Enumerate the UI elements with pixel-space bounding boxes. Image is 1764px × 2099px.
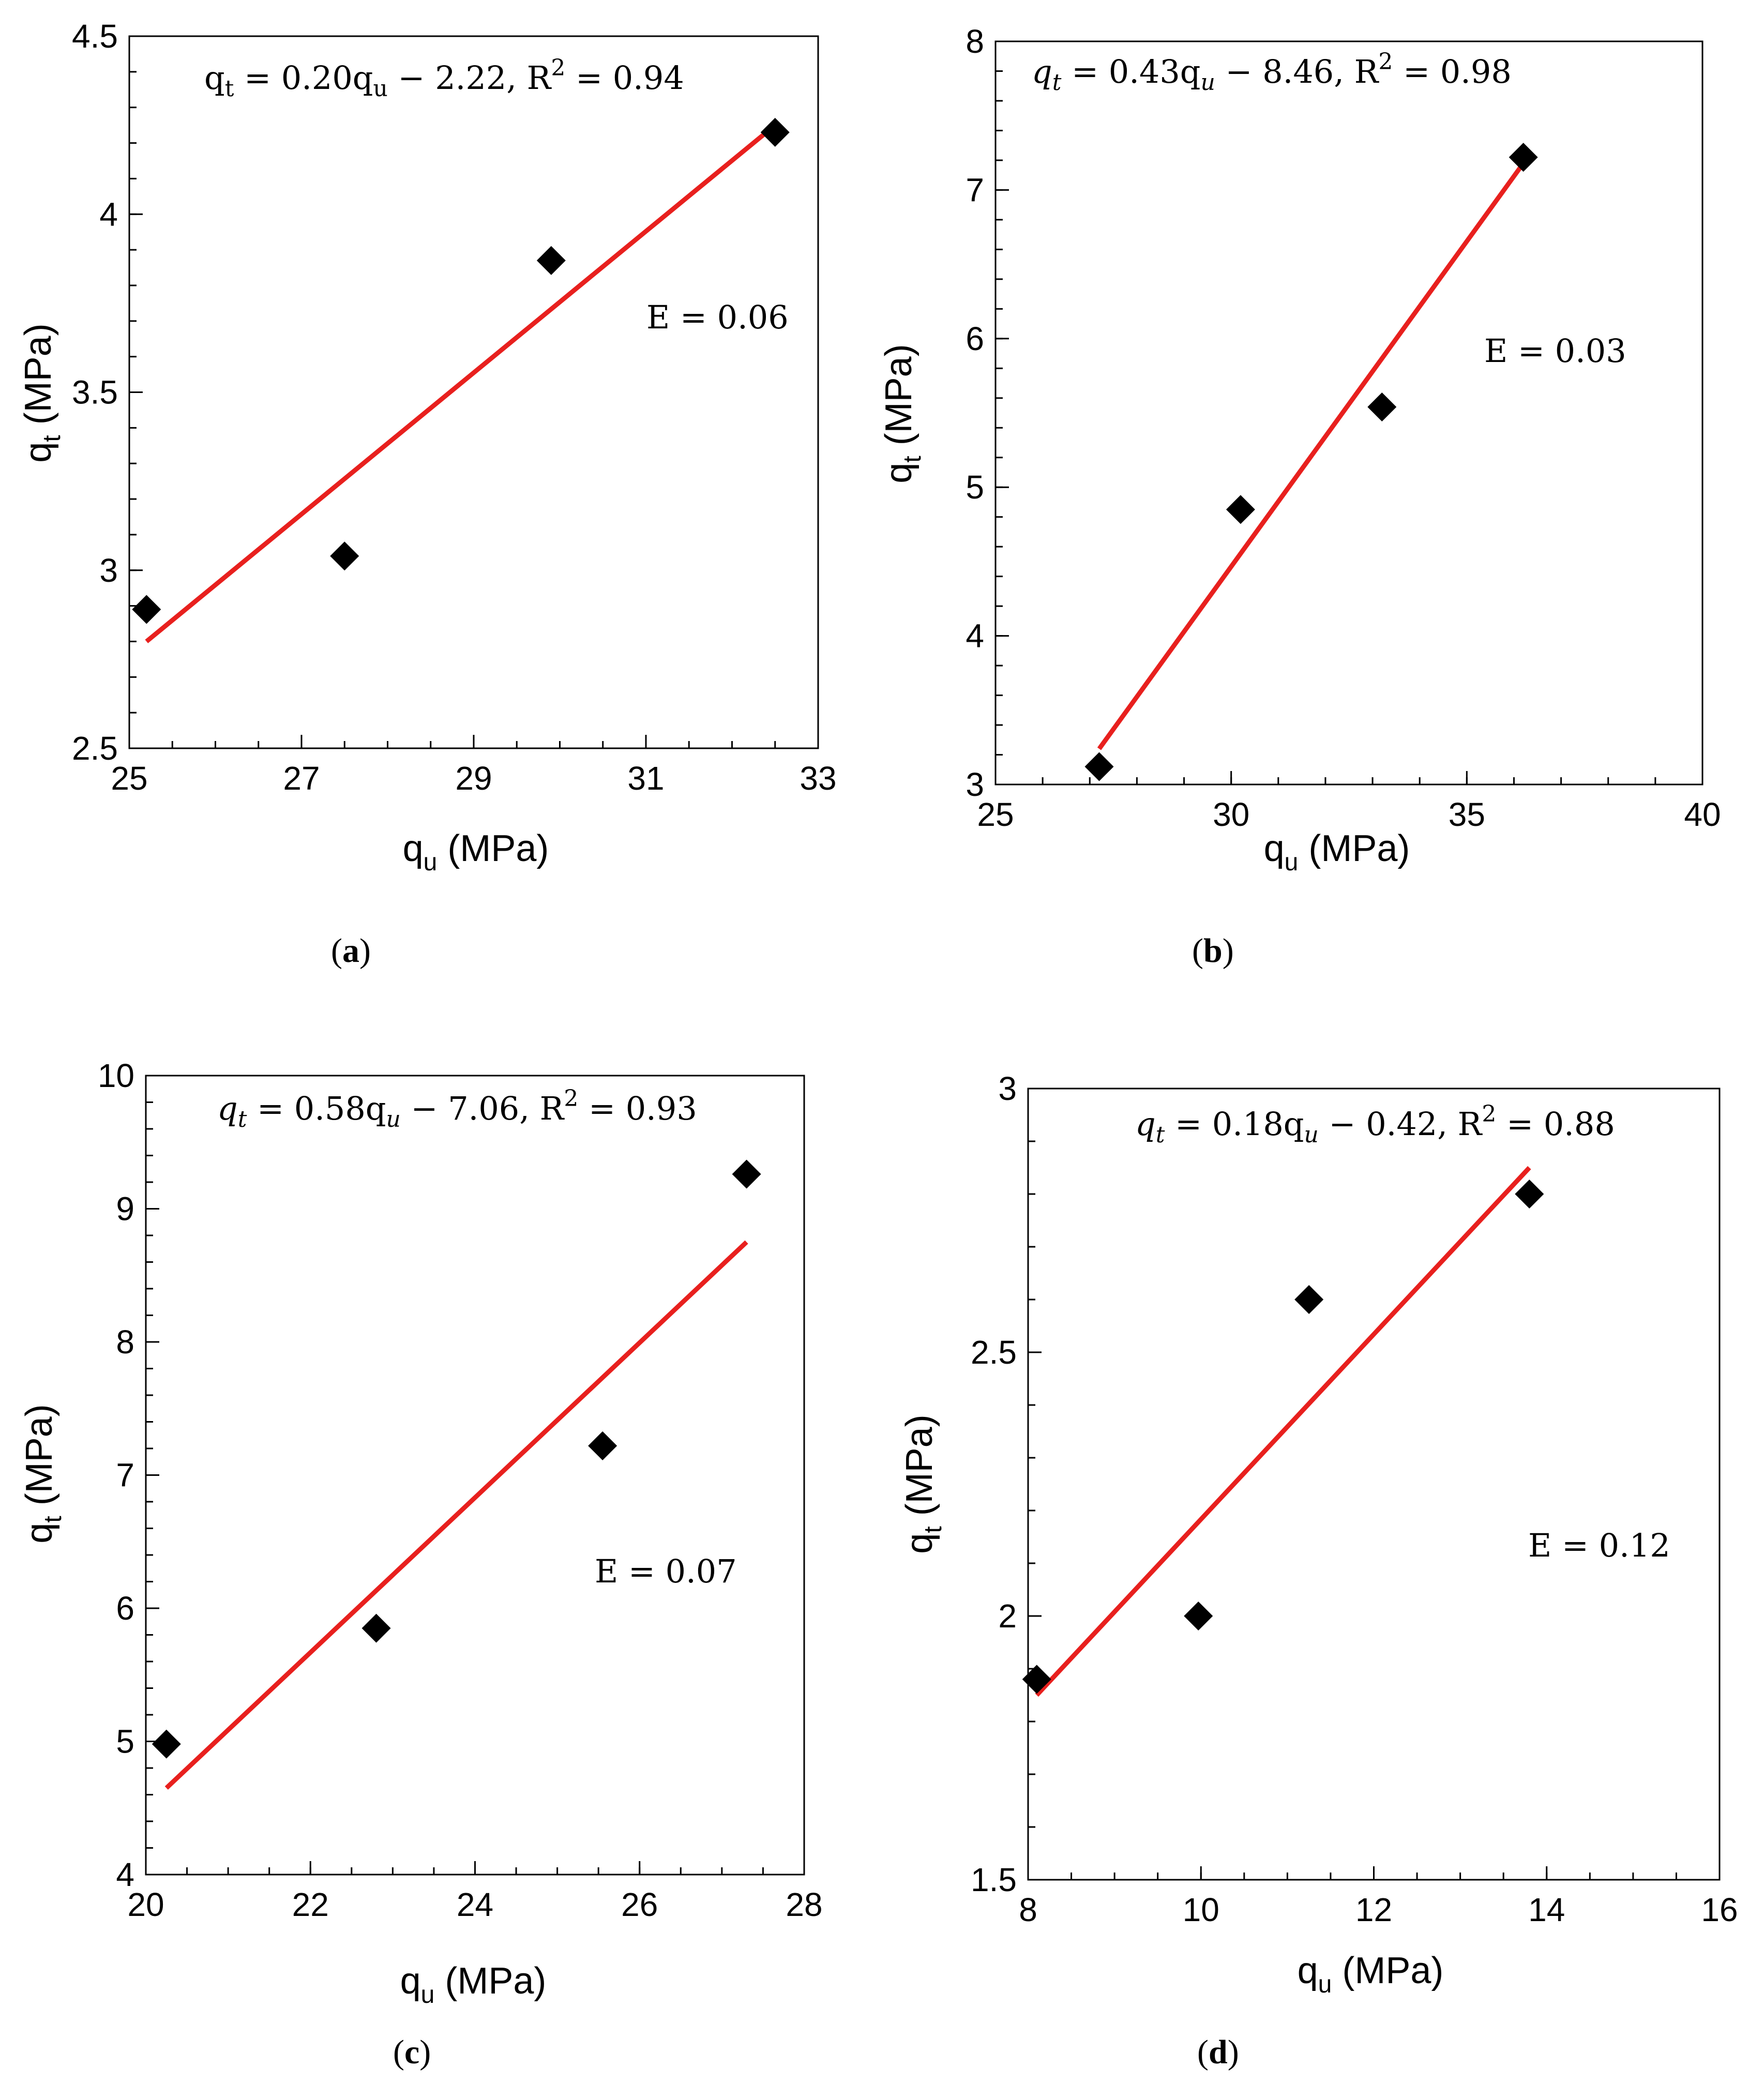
data-point	[1515, 1180, 1544, 1209]
plot-frame	[1027, 1088, 1721, 1881]
x-axis-title: qu (MPa)	[403, 828, 549, 876]
data-point	[361, 1613, 391, 1643]
data-point	[1294, 1285, 1324, 1314]
y-tick-label: 7	[116, 1457, 134, 1494]
x-tick-label: 27	[283, 760, 320, 797]
data-point	[152, 1729, 181, 1759]
chart-panel-a: 25 27 29 31 33 2.5 3 3.5 4 4.5 qu (MPa) qt (MPa) qt …	[18, 18, 837, 970]
data-point	[760, 117, 790, 147]
y-axis-title: qt (MPa)	[899, 1414, 947, 1553]
x-axis-title: qu (MPa)	[1298, 1950, 1444, 1998]
x-tick-label: 12	[1355, 1891, 1392, 1928]
y-tick-label: 5	[966, 469, 984, 506]
x-tick-label: 10	[1183, 1891, 1219, 1928]
y-tick-label: 7	[966, 171, 984, 208]
data-point	[1184, 1602, 1213, 1630]
y-tick-label: 2	[998, 1597, 1017, 1635]
regression-equation: qt = 0.18qu − 0.42, R2 = 0.88	[1135, 1101, 1615, 1148]
y-tick-label: 1.5	[971, 1861, 1017, 1898]
panel-caption: (a)	[331, 932, 371, 970]
data-point	[1509, 143, 1538, 172]
panel-caption: (b)	[1192, 932, 1234, 970]
x-axis-title: qu (MPa)	[1264, 828, 1410, 876]
data-point	[1367, 392, 1397, 422]
x-tick-label: 22	[292, 1886, 329, 1923]
x-axis-title: qu (MPa)	[400, 1960, 547, 2009]
fit-line	[1035, 1166, 1531, 1697]
y-tick-label: 4.5	[72, 18, 118, 55]
data-point	[1022, 1665, 1051, 1694]
y-tick-label: 4	[966, 617, 984, 655]
plot-frame	[145, 1075, 805, 1876]
y-axis-title: qt (MPa)	[878, 344, 926, 483]
x-tick-label: 25	[977, 796, 1014, 833]
y-tick-label: 3.5	[72, 374, 118, 411]
y-tick-label: 2.5	[971, 1334, 1017, 1371]
y-axis-title: qt (MPa)	[19, 1404, 67, 1543]
y-tick-label: 3	[99, 552, 118, 589]
y-tick-label: 4	[116, 1856, 134, 1893]
y-tick-label: 6	[966, 320, 984, 357]
error-annotation: E = 0.12	[1528, 1527, 1670, 1564]
x-tick-label: 14	[1528, 1891, 1565, 1928]
data-point	[536, 246, 566, 275]
fit-line	[164, 1240, 748, 1790]
x-tick-label: 25	[111, 760, 147, 797]
chart-panel-c: 20 22 24 26 28 4 5 6 7 8 9 10 qu (MPa) qt (MPa) qt = 0…	[19, 1057, 823, 2071]
y-tick-label: 8	[966, 23, 984, 60]
chart-panel-b: 25 30 35 40 3 4 5 6 7 8 qu (MPa) qt (MPa) qt = 0.43q…	[878, 23, 1721, 970]
data-point	[132, 595, 161, 624]
chart-panel-d: 8 10 12 14 16 1.5 2 2.5 3 qu (MPa) qt (MPa) qt = 0.…	[899, 1070, 1738, 2071]
y-tick-label: 10	[98, 1057, 134, 1094]
y-tick-label: 4	[99, 195, 118, 233]
x-tick-label: 30	[1213, 796, 1249, 833]
x-tick-label: 29	[455, 760, 492, 797]
y-tick-label: 2.5	[72, 730, 118, 767]
error-annotation: E = 0.06	[646, 298, 789, 336]
panel-caption: (c)	[393, 2033, 431, 2071]
x-tick-label: 31	[627, 760, 664, 797]
error-annotation: E = 0.03	[1484, 332, 1626, 370]
x-tick-label: 35	[1449, 796, 1485, 833]
x-tick-label: 33	[800, 760, 836, 797]
y-tick-label: 6	[116, 1590, 134, 1627]
y-axis-title: qt (MPa)	[18, 323, 66, 462]
x-tick-label: 40	[1684, 796, 1721, 833]
regression-equation: qt = 0.43qu − 8.46, R2 = 0.98	[1032, 49, 1512, 96]
x-tick-label: 20	[127, 1886, 164, 1923]
y-tick-label: 8	[116, 1323, 134, 1361]
regression-equation: qt = 0.20qu − 2.22, R2 = 0.94	[204, 55, 684, 102]
data-point	[330, 541, 359, 571]
x-tick-label: 28	[786, 1886, 822, 1923]
data-point	[1226, 495, 1255, 524]
y-tick-label: 5	[116, 1723, 134, 1760]
x-tick-label: 16	[1701, 1891, 1738, 1928]
x-tick-label: 24	[457, 1886, 493, 1923]
x-tick-label: 8	[1019, 1891, 1037, 1928]
y-tick-label: 3	[998, 1070, 1017, 1107]
data-point	[588, 1431, 617, 1460]
fit-line	[1097, 162, 1526, 750]
fit-line	[145, 123, 777, 643]
data-point	[732, 1159, 761, 1189]
y-tick-label: 9	[116, 1190, 134, 1228]
plot-frame	[994, 40, 1703, 786]
panel-caption: (d)	[1197, 2033, 1239, 2071]
y-tick-label: 3	[966, 766, 984, 803]
data-point	[1084, 752, 1114, 781]
plot-frame	[128, 35, 819, 749]
x-tick-label: 26	[621, 1886, 658, 1923]
error-annotation: E = 0.07	[595, 1552, 737, 1590]
regression-equation: qt = 0.58qu − 7.06, R2 = 0.93	[217, 1085, 697, 1132]
